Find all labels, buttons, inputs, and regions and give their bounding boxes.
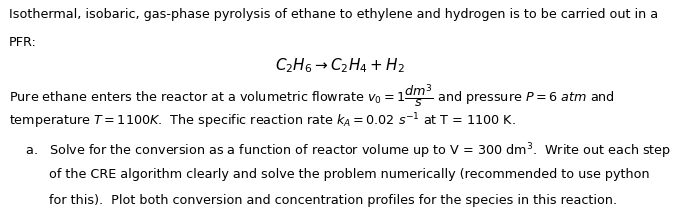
Text: a.   Solve for the conversion as a function of reactor volume up to V = 300 dm$^: a. Solve for the conversion as a functio… xyxy=(9,141,671,161)
Text: temperature $T = 1100K$.  The specific reaction rate $k_A = 0.02\ s^{-1}$ at T =: temperature $T = 1100K$. The specific re… xyxy=(9,112,516,131)
Text: PFR:: PFR: xyxy=(9,36,37,50)
Text: Isothermal, isobaric, gas-phase pyrolysis of ethane to ethylene and hydrogen is : Isothermal, isobaric, gas-phase pyrolysi… xyxy=(9,8,658,21)
Text: Pure ethane enters the reactor at a volumetric flowrate $v_0 = 1\dfrac{dm^3}{s}$: Pure ethane enters the reactor at a volu… xyxy=(9,82,614,110)
Text: for this).  Plot both conversion and concentration profiles for the species in t: for this). Plot both conversion and conc… xyxy=(9,194,617,207)
Text: of the CRE algorithm clearly and solve the problem numerically (recommended to u: of the CRE algorithm clearly and solve t… xyxy=(9,168,649,181)
Text: $C_2H_6 \rightarrow C_2H_4 + H_2$: $C_2H_6 \rightarrow C_2H_4 + H_2$ xyxy=(274,56,405,75)
